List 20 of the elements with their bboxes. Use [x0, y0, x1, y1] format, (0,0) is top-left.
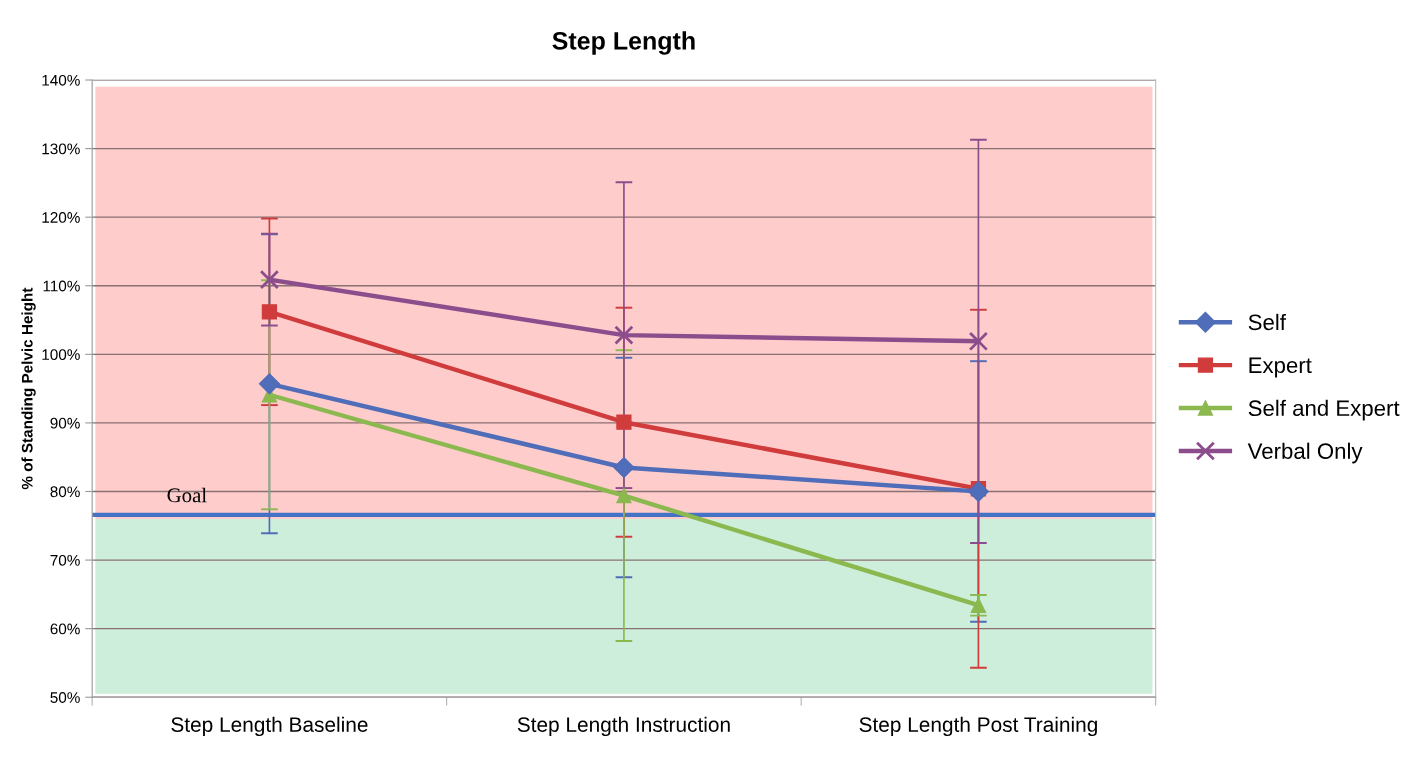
y-tick-label: 60%	[50, 623, 80, 635]
legend-label: Expert	[1249, 357, 1312, 378]
y-axis-title: % of Standing Pelvic Height	[21, 287, 36, 490]
ref-line-label: Goal	[167, 487, 207, 503]
y-tick-label: 80%	[50, 486, 80, 498]
legend-label: Self	[1248, 313, 1286, 331]
x-tick-label: Step Length Baseline	[171, 716, 368, 737]
x-tick-label: Step Length Instruction	[517, 716, 730, 737]
y-tick-label: 130%	[42, 143, 80, 155]
legend-label: Self and Expert	[1248, 399, 1400, 421]
chart-title: Step Length	[552, 31, 695, 55]
y-tick-label: 110%	[43, 280, 80, 292]
y-tick-label: 100%	[42, 349, 80, 361]
y-tick-label: 140%	[42, 74, 80, 86]
y-tick-label: 120%	[42, 212, 80, 223]
y-tick-label: 50%	[50, 692, 80, 703]
x-tick-label: Step Length Post Training	[859, 716, 1097, 737]
legend-label: Verbal Only	[1247, 442, 1363, 464]
y-tick-label: 90%	[50, 417, 80, 429]
y-tick-label: 70%	[50, 554, 80, 566]
